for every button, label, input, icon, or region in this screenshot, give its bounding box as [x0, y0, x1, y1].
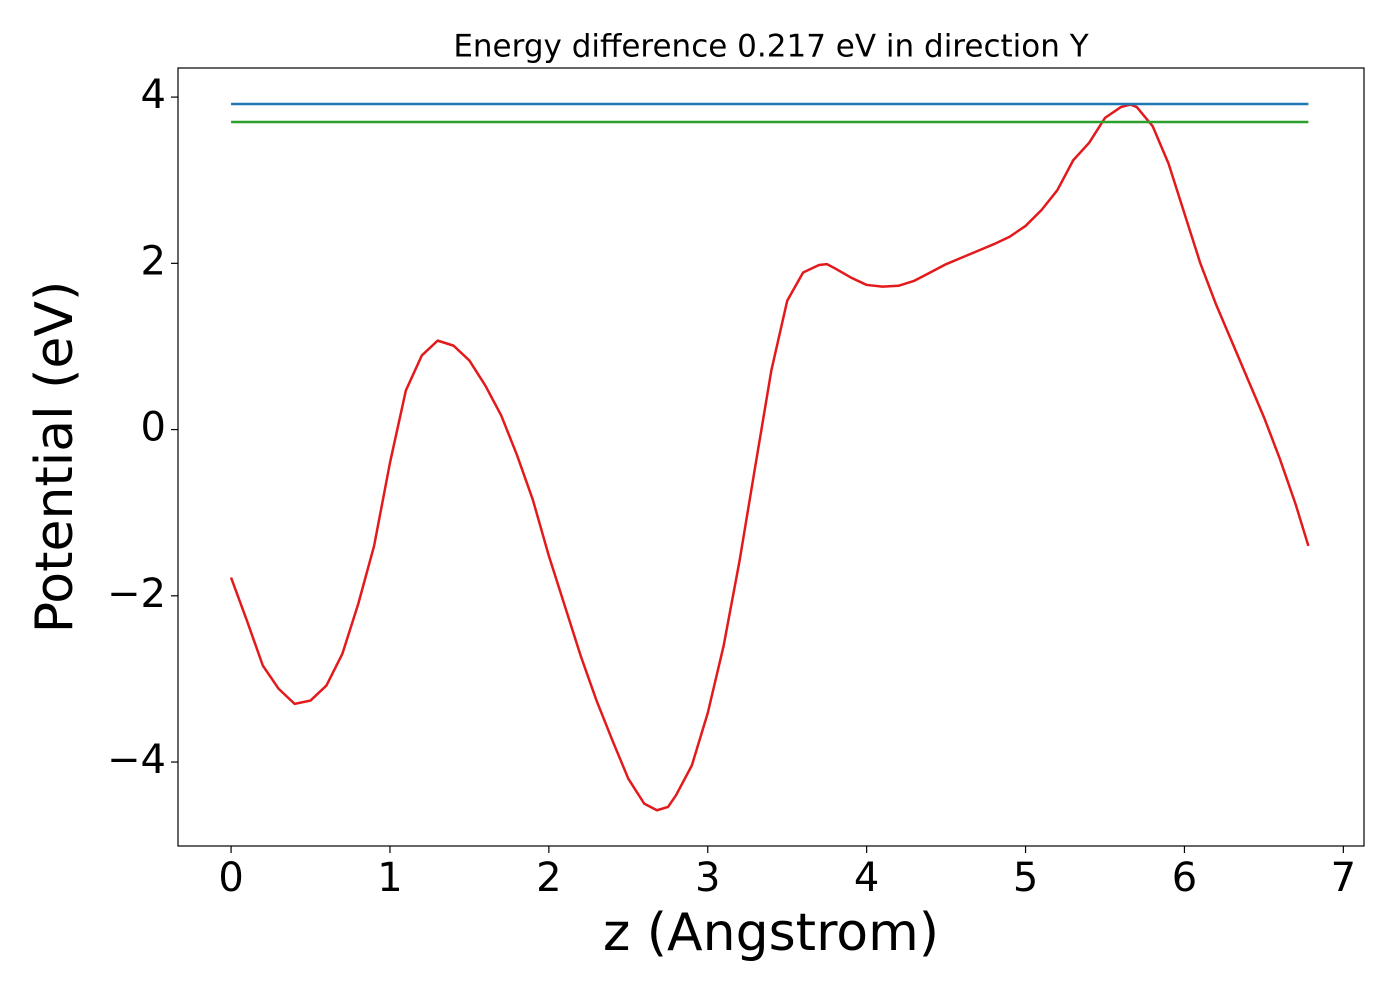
y-tick-label: 0 — [141, 405, 166, 451]
y-tick-label: −2 — [107, 571, 166, 617]
x-tick-label: 0 — [218, 855, 243, 901]
x-tick-label: 5 — [1013, 855, 1038, 901]
y-tick-label: −4 — [107, 737, 166, 783]
y-tick-label: 4 — [141, 72, 166, 118]
chart-title: Energy difference 0.217 eV in direction … — [453, 29, 1088, 65]
x-tick-label: 3 — [695, 855, 720, 901]
x-tick-label: 6 — [1172, 855, 1197, 901]
x-tick-label: 4 — [854, 855, 879, 901]
x-tick-label: 7 — [1331, 855, 1356, 901]
y-axis-label: Potential (eV) — [25, 281, 85, 633]
x-tick-label: 1 — [377, 855, 402, 901]
x-axis-label: z (Angstrom) — [603, 903, 939, 963]
x-tick-label: 2 — [536, 855, 561, 901]
y-tick-label: 2 — [141, 238, 166, 284]
plot-frame — [177, 67, 1365, 847]
